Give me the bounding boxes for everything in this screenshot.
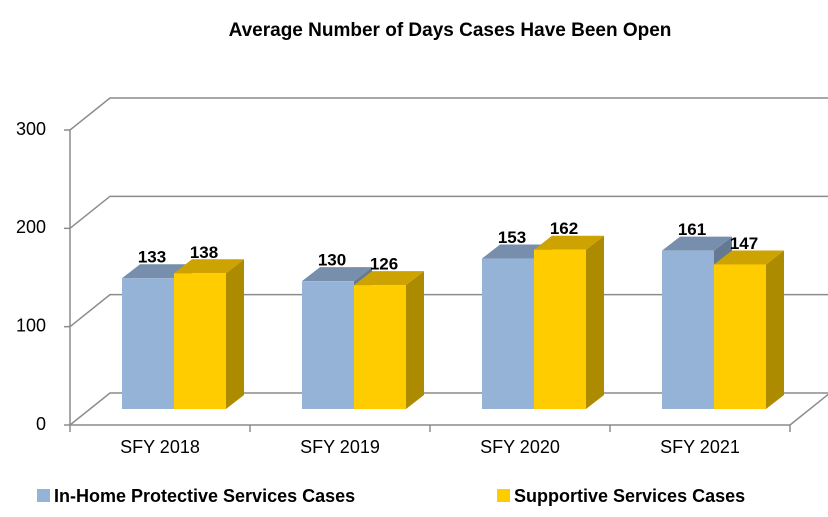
bar-front [714, 264, 766, 409]
legend-label: Supportive Services Cases [514, 486, 745, 506]
data-label: 138 [190, 243, 218, 262]
bar-front [482, 258, 534, 409]
y-tick-label: 200 [16, 217, 46, 237]
bar-front [662, 250, 714, 409]
bar-top [302, 267, 372, 282]
bar [354, 271, 424, 409]
bar-front [534, 249, 586, 409]
bar-side [766, 250, 784, 409]
x-tick-label: SFY 2018 [120, 437, 200, 457]
chart-title: Average Number of Days Cases Have Been O… [229, 20, 672, 41]
bar-front [122, 278, 174, 409]
bar-front [302, 281, 354, 409]
y-tick-label: 300 [16, 119, 46, 139]
bar-front [354, 285, 406, 409]
data-label: 147 [730, 234, 758, 253]
legend-swatch [497, 489, 510, 502]
bar-side [406, 271, 424, 409]
data-label: 126 [370, 255, 398, 274]
legend-swatch [37, 489, 50, 502]
data-label: 162 [550, 219, 578, 238]
data-label: 133 [138, 248, 166, 267]
legend-label: In-Home Protective Services Cases [54, 486, 355, 506]
bar [534, 235, 604, 409]
data-label: 153 [498, 228, 526, 247]
y-tick-label: 0 [36, 414, 46, 434]
bar-top [714, 250, 784, 265]
bar [714, 250, 784, 409]
bar-front [174, 273, 226, 409]
data-label: 161 [678, 220, 706, 239]
bar-top [354, 271, 424, 286]
x-tick-label: SFY 2020 [480, 437, 560, 457]
x-tick-label: SFY 2019 [300, 437, 380, 457]
grid-line [69, 97, 828, 131]
bar-side [226, 259, 244, 409]
data-label: 130 [318, 251, 346, 270]
bar-top [662, 236, 732, 251]
floor-edge [789, 393, 828, 426]
bar-top [534, 235, 604, 250]
y-tick-label: 100 [16, 315, 46, 335]
bar [174, 259, 244, 409]
bar-top [174, 259, 244, 274]
grid-line [69, 195, 828, 229]
x-tick-label: SFY 2021 [660, 437, 740, 457]
bar-side [586, 235, 604, 409]
